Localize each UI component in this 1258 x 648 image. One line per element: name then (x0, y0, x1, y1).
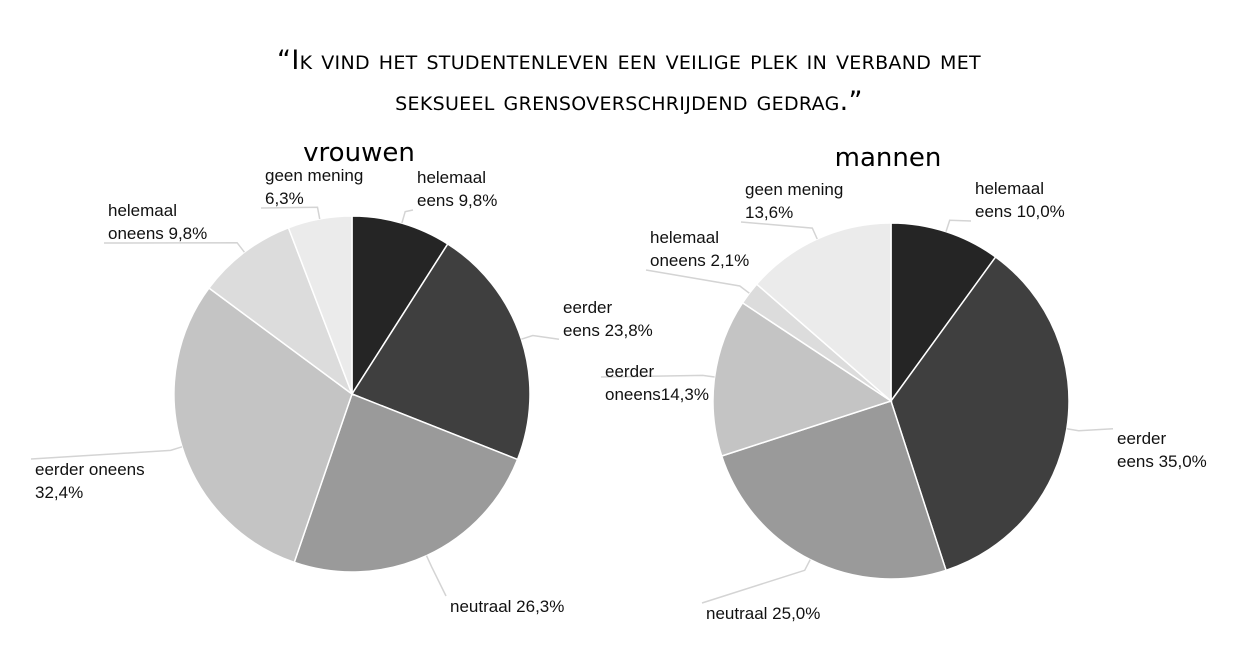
leader-line-vrouwen-eerder-eens (521, 334, 560, 340)
pie-slice-vrouwen-neutraal (293, 393, 519, 573)
leader-line-mannen-helemaal-eens (945, 219, 972, 232)
main-title: “Ik vind het studentenleven een veilige … (0, 40, 1258, 122)
pie-slice-vrouwen-eerder-oneens (173, 286, 353, 564)
slice-label-line: helemaal (108, 201, 177, 220)
slice-label-mannen-neutraal: neutraal 25,0% (706, 604, 820, 623)
chart-title-vrouwen: vrouwen (303, 138, 415, 168)
slice-label-line: oneens14,3% (605, 385, 709, 404)
slice-label-mannen-helemaal-oneens: helemaal oneens 2,1% (650, 228, 749, 270)
slice-label-line: 13,6% (745, 203, 793, 222)
slice-label-mannen-geen-mening: geen mening 13,6% (745, 180, 843, 222)
slice-label-line: eens 9,8% (417, 191, 497, 210)
slice-label-line: geen mening (265, 166, 363, 185)
slice-label-vrouwen-eerder-oneens: eerder oneens 32,4% (35, 460, 145, 502)
slice-label-line: eerder oneens (35, 460, 145, 479)
slice-label-line: eerder (605, 362, 654, 381)
leader-line-mannen-eerder-oneens (600, 374, 715, 378)
pie-slice-vrouwen-helemaal-eens (351, 215, 449, 397)
pie-slice-vrouwen-eerder-eens (350, 242, 531, 461)
slice-label-mannen-eerder-eens: eerder eens 35,0% (1117, 429, 1207, 471)
slice-label-line: eens 10,0% (975, 202, 1065, 221)
pie-slice-mannen-geen-mening (755, 222, 892, 403)
slice-label-vrouwen-neutraal: neutraal 26,3% (450, 597, 564, 616)
slice-label-line: 6,3% (265, 189, 304, 208)
slice-label-mannen-helemaal-eens: helemaal eens 10,0% (975, 179, 1065, 221)
slice-label-line: 32,4% (35, 483, 83, 502)
pie-slice-mannen-helemaal-eens (890, 222, 997, 404)
slice-label-line: oneens 2,1% (650, 251, 749, 270)
leader-line-vrouwen-geen-mening (260, 206, 321, 220)
leader-line-vrouwen-helemaal-eens (401, 209, 414, 224)
slice-label-vrouwen-eerder-eens: eerder eens 23,8% (563, 298, 653, 340)
main-title-line-1: “Ik vind het studentenleven een veilige … (277, 45, 981, 76)
slice-label-mannen-eerder-oneens: eerder oneens14,3% (605, 362, 709, 404)
slice-label-line: eerder (563, 298, 612, 317)
chart-title-mannen: mannen (835, 143, 942, 173)
leader-line-mannen-geen-mening (740, 221, 818, 240)
slice-label-line: helemaal (650, 228, 719, 247)
main-title-line-2: seksueel grensoverschrijdend gedrag.” (395, 86, 863, 117)
slice-label-vrouwen-geen-mening: geen mening 6,3% (265, 166, 363, 208)
slice-label-line: eerder (1117, 429, 1166, 448)
slice-label-vrouwen-helemaal-eens: helemaal eens 9,8% (417, 168, 497, 210)
pie-chart-mannen: helemaal eens 10,0% eerder eens 35,0% neutra… (600, 143, 1207, 623)
slice-label-vrouwen-helemaal-oneens: helemaal oneens 9,8% (108, 201, 207, 243)
leader-line-vrouwen-eerder-oneens (30, 446, 183, 460)
leader-line-mannen-eerder-eens (1066, 428, 1114, 432)
leader-line-mannen-helemaal-oneens (645, 269, 750, 294)
pie-slice-mannen-eerder-oneens (712, 301, 893, 457)
leader-line-vrouwen-helemaal-oneens (103, 241, 245, 253)
pie-chart-vrouwen: helemaal eens 9,8% eerder eens 23,8% neutraa… (30, 138, 653, 616)
pie-slice-vrouwen-helemaal-oneens (207, 226, 354, 397)
slice-label-line: neutraal 26,3% (450, 597, 564, 616)
slice-label-line: eens 35,0% (1117, 452, 1207, 471)
slice-label-line: neutraal 25,0% (706, 604, 820, 623)
leader-line-mannen-neutraal (701, 559, 811, 604)
slice-label-line: oneens 9,8% (108, 224, 207, 243)
slice-label-line: eens 23,8% (563, 321, 653, 340)
slice-label-line: geen mening (745, 180, 843, 199)
slice-label-line: helemaal (975, 179, 1044, 198)
leader-line-vrouwen-neutraal (425, 555, 447, 597)
slice-label-line: helemaal (417, 168, 486, 187)
